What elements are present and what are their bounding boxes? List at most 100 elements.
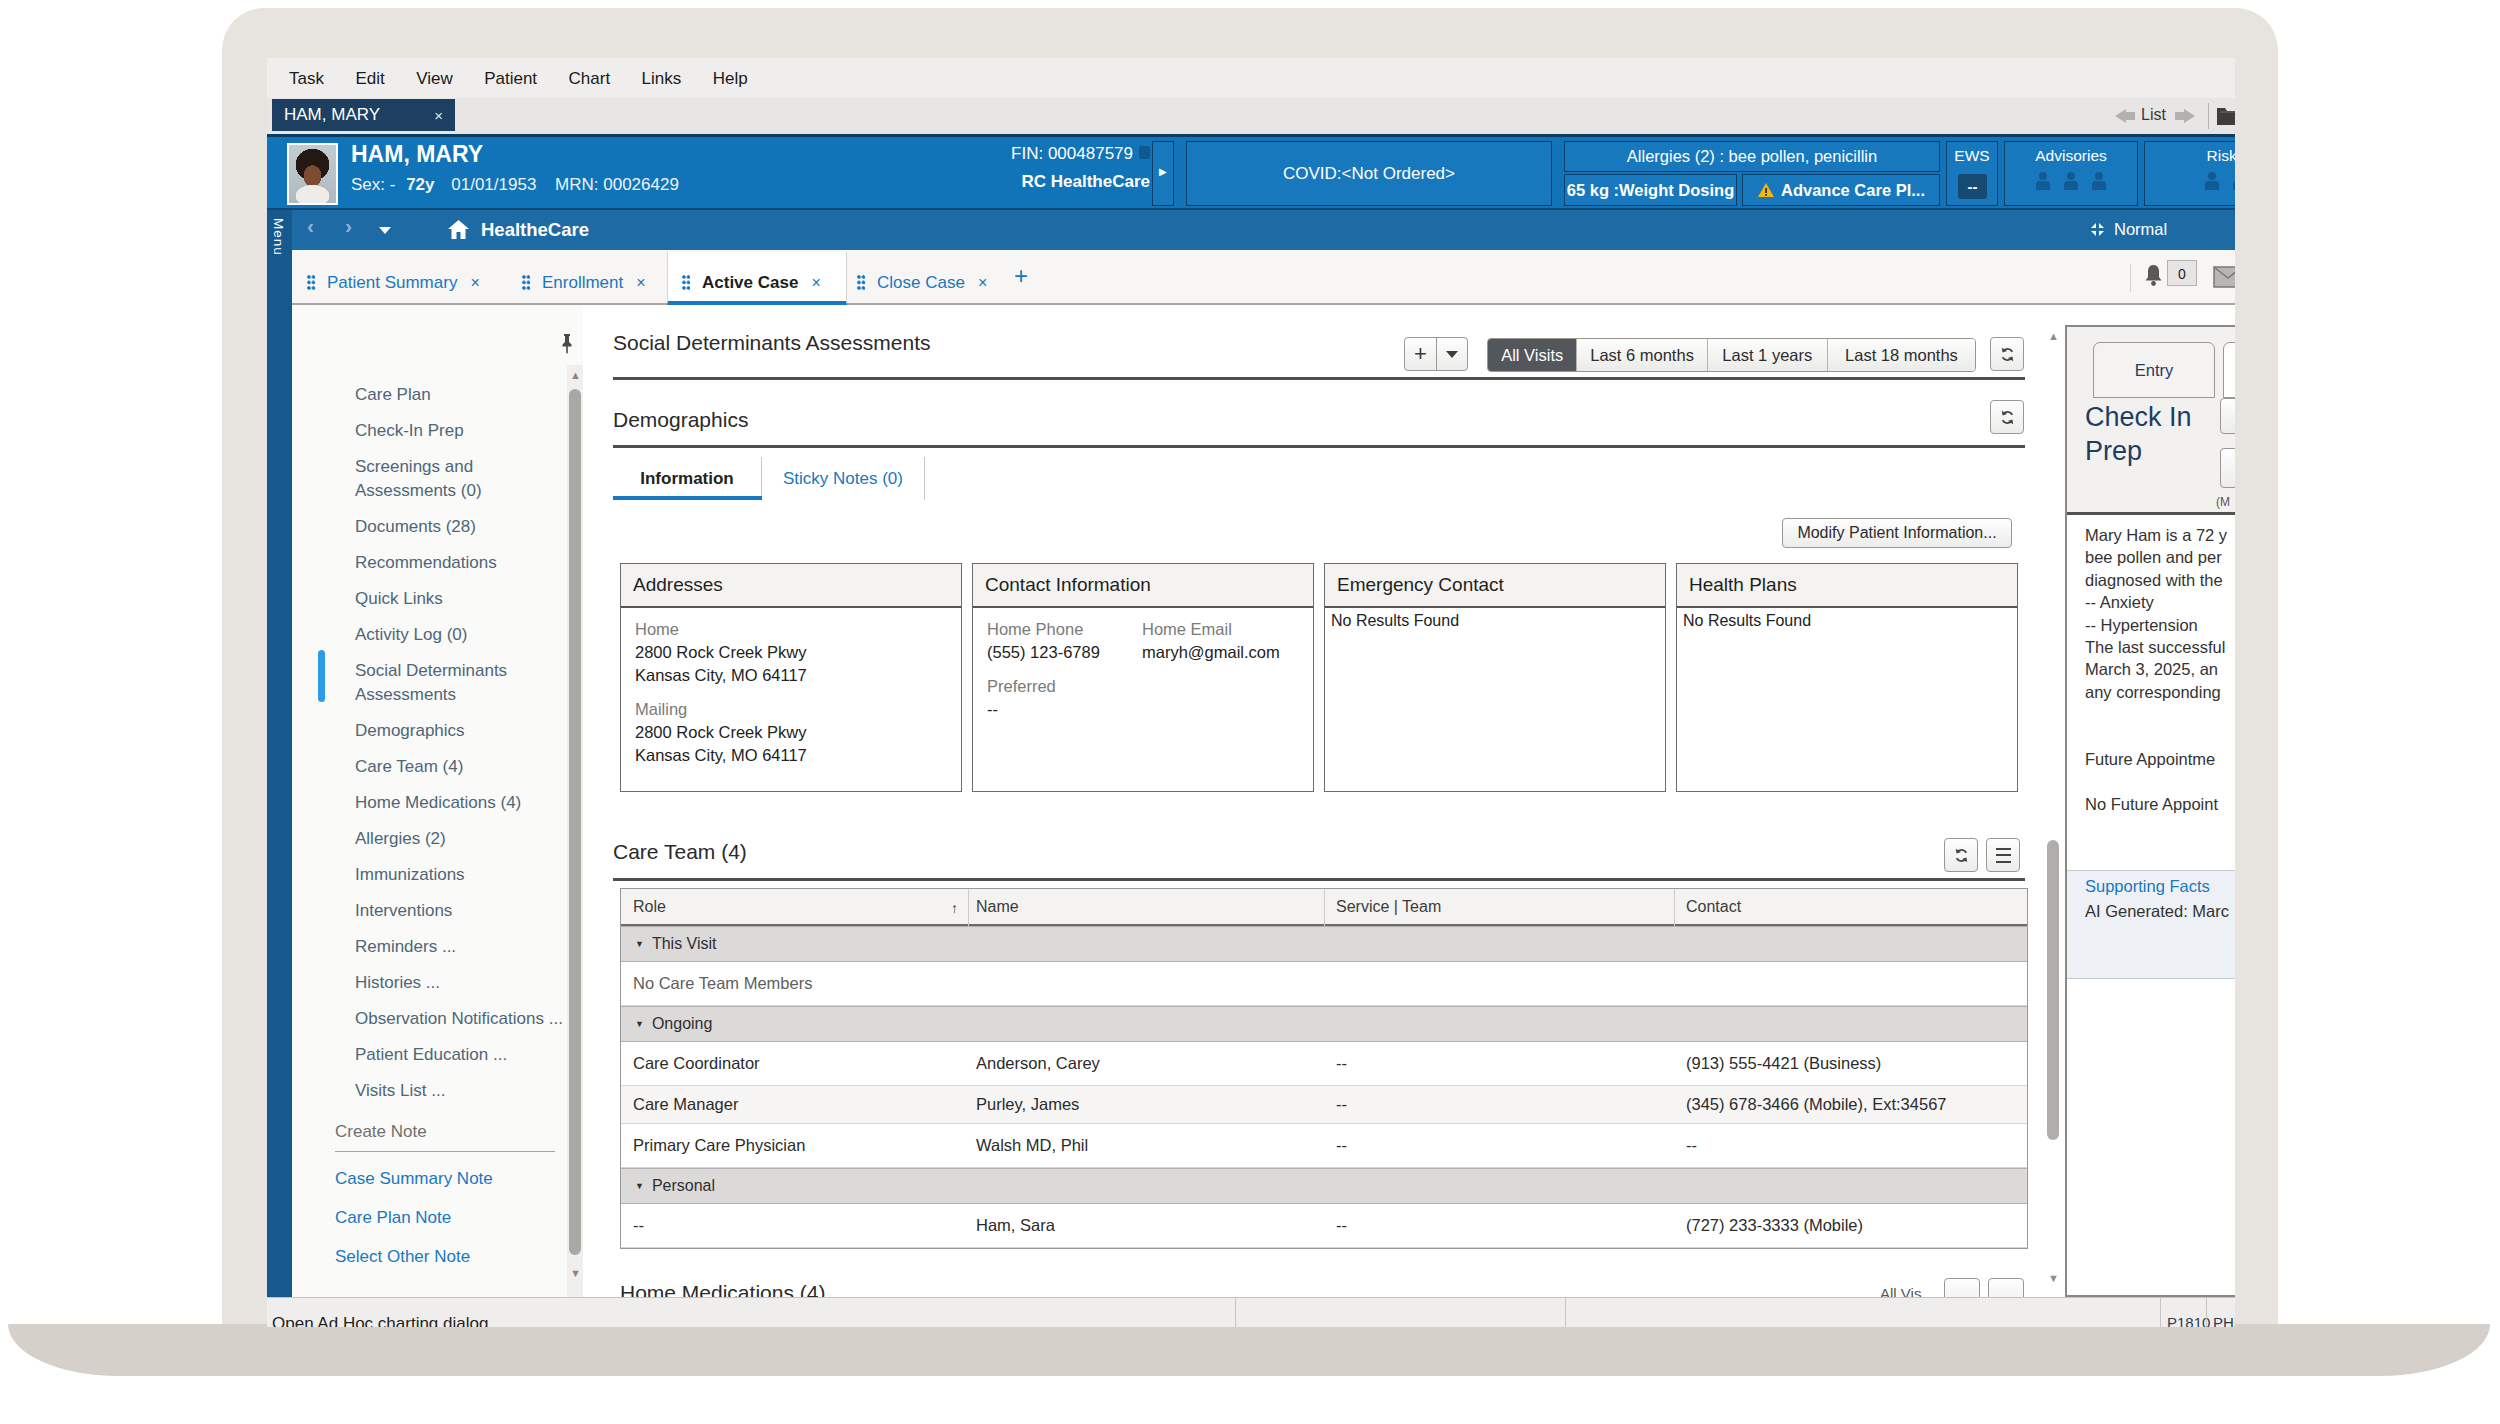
menu-links[interactable]: Links bbox=[642, 59, 682, 99]
sidebar-item-care-plan[interactable]: Care Plan bbox=[355, 383, 567, 407]
sidebar-item-activity-log[interactable]: Activity Log (0) bbox=[355, 623, 567, 647]
sidebar-item-recommendations[interactable]: Recommendations bbox=[355, 551, 567, 575]
list-back-icon[interactable] bbox=[2108, 109, 2126, 123]
sidebar-item-screenings[interactable]: Screenings and Assessments (0) bbox=[355, 455, 567, 503]
sidebar-item-histories[interactable]: Histories ... bbox=[355, 971, 567, 995]
bell-icon[interactable] bbox=[2143, 263, 2164, 288]
drag-handle-icon[interactable] bbox=[522, 275, 531, 291]
menu-task[interactable]: Task bbox=[289, 59, 324, 99]
tab-close-case[interactable]: Close Case × bbox=[857, 262, 987, 303]
drag-handle-icon[interactable] bbox=[682, 275, 691, 291]
home-label[interactable]: HealtheCare bbox=[481, 219, 589, 241]
care-plan-note-link[interactable]: Care Plan Note bbox=[335, 1206, 567, 1230]
tab-information[interactable]: Information bbox=[613, 457, 762, 500]
advance-care-cell[interactable]: Advance Care Pl... bbox=[1742, 174, 1940, 206]
clipped-button[interactable] bbox=[2220, 448, 2235, 488]
menu-strip[interactable]: Menu bbox=[267, 210, 292, 1297]
allergies-cell[interactable]: Allergies (2) : bee pollen, penicillin bbox=[1564, 141, 1940, 172]
main-scroll-down-icon[interactable]: ▼ bbox=[2048, 1272, 2059, 1284]
ews-cell[interactable]: EWS -- bbox=[1946, 141, 1998, 206]
weight-dosing-cell[interactable]: 65 kg :Weight Dosing bbox=[1564, 174, 1737, 206]
sidebar-item-reminders[interactable]: Reminders ... bbox=[355, 935, 567, 959]
tab-close-icon[interactable]: × bbox=[811, 274, 820, 292]
menu-help[interactable]: Help bbox=[713, 59, 748, 99]
care-team-menu-button[interactable] bbox=[1986, 838, 2020, 872]
home-icon[interactable] bbox=[447, 219, 470, 240]
list-forward-icon[interactable] bbox=[2184, 109, 2202, 123]
sidebar-scrollbar-thumb[interactable] bbox=[569, 389, 581, 1255]
tab-active-case[interactable]: Active Case × bbox=[682, 262, 821, 303]
scroll-up-icon[interactable]: ▲ bbox=[570, 369, 581, 381]
sidebar-item-check-in-prep[interactable]: Check-In Prep bbox=[355, 419, 567, 443]
sidebar-item-observation-notifications[interactable]: Observation Notifications ... bbox=[355, 1007, 567, 1031]
tab-close-icon[interactable]: × bbox=[636, 274, 645, 292]
sidebar-item-demographics[interactable]: Demographics bbox=[355, 719, 567, 743]
tab-sticky-notes[interactable]: Sticky Notes (0) bbox=[762, 457, 925, 500]
menu-edit[interactable]: Edit bbox=[355, 59, 384, 99]
sidebar-item-immunizations[interactable]: Immunizations bbox=[355, 863, 567, 887]
sidebar-item-quick-links[interactable]: Quick Links bbox=[355, 587, 567, 611]
main-scroll-up-icon[interactable]: ▲ bbox=[2048, 330, 2059, 342]
sidebar-item-social-determinants[interactable]: Social Determinants Assessments bbox=[355, 659, 567, 707]
filter-last-1-years[interactable]: Last 1 years bbox=[1707, 339, 1827, 371]
table-row[interactable]: -- Ham, Sara -- (727) 233-3333 (Mobile) bbox=[621, 1204, 2027, 1248]
sidebar-item-interventions[interactable]: Interventions bbox=[355, 899, 567, 923]
sidebar-item-visits-list[interactable]: Visits List ... bbox=[355, 1079, 567, 1103]
menu-view[interactable]: View bbox=[416, 59, 453, 99]
scroll-down-icon[interactable]: ▼ bbox=[570, 1267, 581, 1279]
refresh-button[interactable] bbox=[1990, 337, 2024, 371]
filter-last-18-months[interactable]: Last 18 months bbox=[1827, 339, 1975, 371]
risks-cell[interactable]: Risks bbox=[2144, 141, 2235, 206]
group-row-this-visit[interactable]: ▼This Visit bbox=[621, 926, 2027, 962]
pin-icon[interactable] bbox=[560, 333, 574, 354]
drag-handle-icon[interactable] bbox=[307, 275, 316, 291]
sidebar-item-home-medications[interactable]: Home Medications (4) bbox=[355, 791, 567, 815]
group-row-personal[interactable]: ▼Personal bbox=[621, 1168, 2027, 1204]
tab-patient-summary[interactable]: Patient Summary × bbox=[307, 262, 480, 303]
advisories-cell[interactable]: Advisories bbox=[2004, 141, 2138, 206]
notification-count-badge[interactable]: 0 bbox=[2167, 260, 2197, 286]
column-role[interactable]: Role bbox=[633, 898, 666, 916]
sidebar-item-care-team[interactable]: Care Team (4) bbox=[355, 755, 567, 779]
tab-entry[interactable]: Entry bbox=[2093, 342, 2215, 398]
demographics-refresh-button[interactable] bbox=[1990, 400, 2024, 434]
column-contact[interactable]: Contact bbox=[1686, 898, 1741, 916]
covid-cell[interactable]: COVID:<Not Ordered> bbox=[1186, 141, 1552, 206]
group-row-ongoing[interactable]: ▼Ongoing bbox=[621, 1006, 2027, 1042]
back-icon[interactable]: ‹ bbox=[307, 214, 314, 238]
tab-clipped[interactable]: C bbox=[2223, 342, 2235, 398]
tab-enrollment[interactable]: Enrollment × bbox=[522, 262, 646, 303]
patient-tab-close-icon[interactable]: × bbox=[434, 107, 443, 124]
main-scrollbar-thumb[interactable] bbox=[2047, 840, 2059, 1140]
sidebar-item-allergies[interactable]: Allergies (2) bbox=[355, 827, 567, 851]
add-dropdown-button[interactable] bbox=[1436, 337, 1468, 371]
clipped-button[interactable] bbox=[2220, 398, 2235, 434]
tab-close-icon[interactable]: × bbox=[978, 274, 987, 292]
filter-last-6-months[interactable]: Last 6 months bbox=[1576, 339, 1706, 371]
menu-chart[interactable]: Chart bbox=[569, 59, 611, 99]
care-team-refresh-button[interactable] bbox=[1944, 838, 1978, 872]
table-row[interactable]: Primary Care Physician Walsh MD, Phil --… bbox=[621, 1124, 2027, 1168]
banner-expand-button[interactable]: ▶ bbox=[1152, 141, 1174, 206]
column-name[interactable]: Name bbox=[976, 898, 1019, 916]
patient-tab[interactable]: HAM, MARY × bbox=[272, 99, 455, 131]
window-normal-icon[interactable] bbox=[2089, 221, 2106, 238]
add-assessment-button[interactable]: + bbox=[1404, 337, 1437, 371]
modify-patient-information-button[interactable]: Modify Patient Information... bbox=[1782, 518, 2012, 548]
select-other-note-link[interactable]: Select Other Note bbox=[335, 1245, 567, 1269]
drag-handle-icon[interactable] bbox=[857, 275, 866, 291]
case-summary-note-link[interactable]: Case Summary Note bbox=[335, 1167, 567, 1191]
new-tab-button[interactable]: + bbox=[1014, 262, 1028, 290]
forward-icon[interactable]: › bbox=[345, 214, 352, 238]
history-dropdown-icon[interactable] bbox=[379, 227, 391, 234]
table-row[interactable]: Care Manager Purley, James -- (345) 678-… bbox=[621, 1086, 2027, 1124]
folder-icon[interactable] bbox=[2216, 104, 2235, 126]
tab-close-icon[interactable]: × bbox=[470, 274, 479, 292]
table-row[interactable]: Care Coordinator Anderson, Carey -- (913… bbox=[621, 1042, 2027, 1086]
patient-photo[interactable] bbox=[287, 143, 338, 205]
menu-patient[interactable]: Patient bbox=[484, 59, 537, 99]
column-service-team[interactable]: Service | Team bbox=[1336, 898, 1441, 916]
sidebar-item-documents[interactable]: Documents (28) bbox=[355, 515, 567, 539]
supporting-facts-link[interactable]: Supporting Facts bbox=[2085, 877, 2210, 896]
sidebar-item-patient-education[interactable]: Patient Education ... bbox=[355, 1043, 567, 1067]
